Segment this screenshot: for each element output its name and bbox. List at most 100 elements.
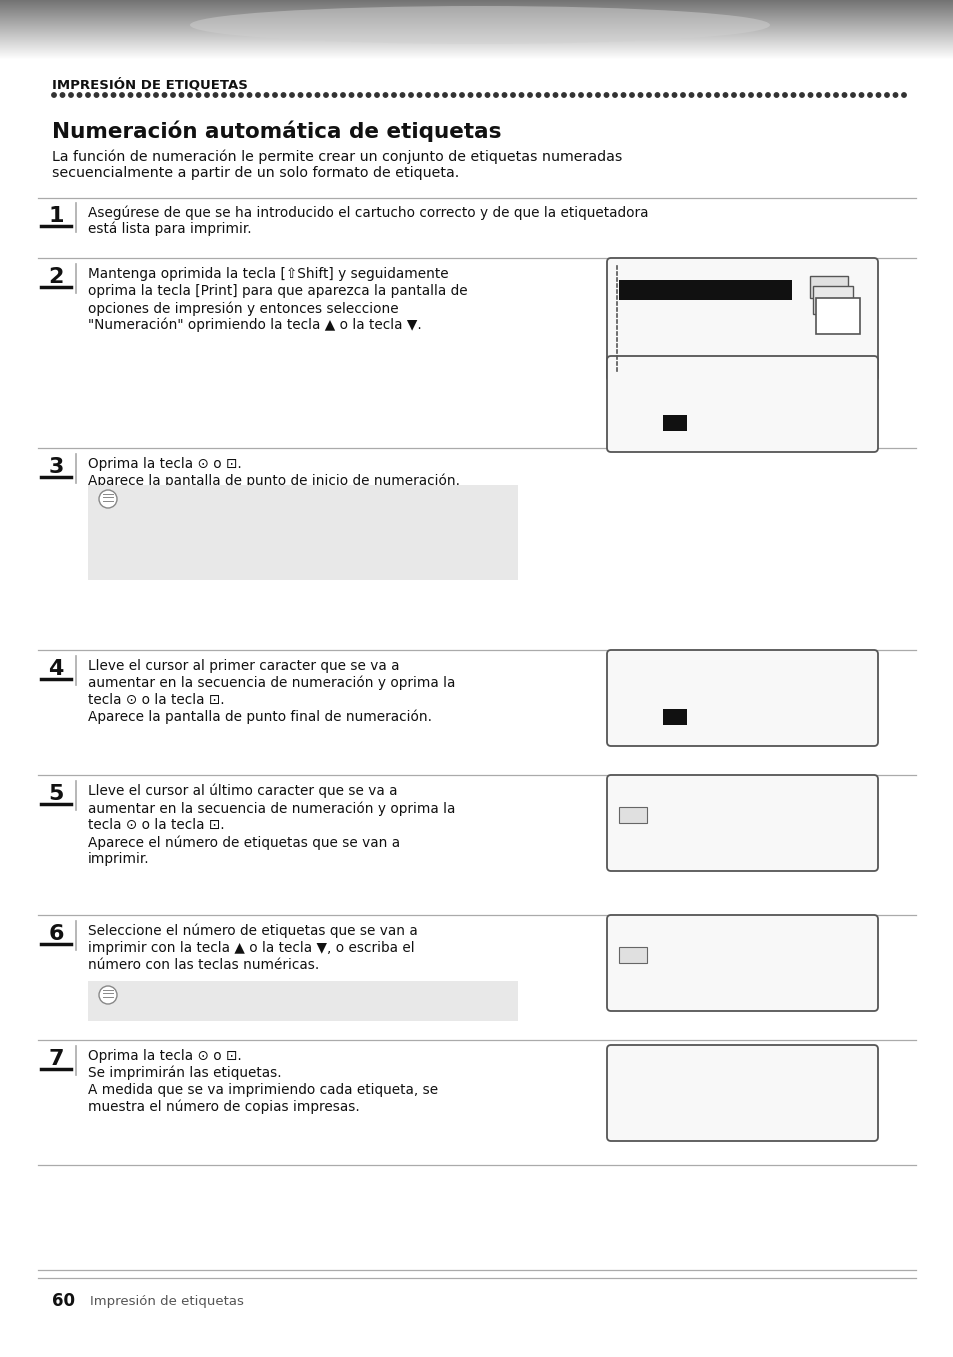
Circle shape [307,92,311,98]
Circle shape [629,92,634,98]
Text: IMPRESIÓN DE ETIQUETAS: IMPRESIÓN DE ETIQUETAS [52,77,248,91]
Circle shape [120,92,124,98]
Text: imprimir con la tecla ▲ o la tecla ▼, o escriba el: imprimir con la tecla ▲ o la tecla ▼, o … [88,940,415,955]
Circle shape [349,92,354,98]
Circle shape [290,92,294,98]
Circle shape [400,92,404,98]
Circle shape [663,92,667,98]
Bar [662,415,686,432]
Circle shape [553,92,558,98]
Circle shape [112,92,115,98]
Text: secuencialmente a partir de un solo formato de etiqueta.: secuencialmente a partir de un solo form… [52,166,458,180]
Bar [88,484,517,579]
Circle shape [332,92,336,98]
Circle shape [468,92,472,98]
Text: ¿Punto final?: ¿Punto final? [620,676,713,689]
Text: D: D [689,699,697,712]
Circle shape [145,92,150,98]
Circle shape [340,92,345,98]
Circle shape [892,92,897,98]
Text: <Numeración>: <Numeración> [782,662,863,672]
Text: 2: 2 [49,267,64,286]
Circle shape [136,92,141,98]
Text: Copias: Copias [622,270,670,284]
Text: 6: 6 [49,924,64,944]
Circle shape [221,92,226,98]
Text: 10: 10 [665,702,680,714]
Circle shape [153,92,158,98]
Text: Para aplicar la numeración automática a un: Para aplicar la numeración automática a … [126,493,406,506]
FancyBboxPatch shape [606,650,877,746]
Circle shape [603,92,608,98]
Text: Oprima la tecla ⊙ o ⊡.: Oprima la tecla ⊙ o ⊡. [88,457,241,471]
Circle shape [587,92,591,98]
Text: "Numeración" oprimiendo la tecla ▲ o la tecla ▼.: "Numeración" oprimiendo la tecla ▲ o la … [88,318,421,332]
Text: imprimir.: imprimir. [88,852,150,866]
Text: tecla ⊙ o la tecla ⊡.: tecla ⊙ o la tecla ⊡. [88,693,224,707]
Circle shape [790,92,795,98]
Circle shape [570,92,574,98]
FancyBboxPatch shape [606,1045,877,1141]
Text: <Numeración>: <Numeración> [782,927,863,936]
FancyBboxPatch shape [606,258,877,381]
Circle shape [578,92,582,98]
Circle shape [527,92,532,98]
Circle shape [748,92,753,98]
Circle shape [442,92,447,98]
Text: 10  –   10: 10 – 10 [696,837,787,852]
Circle shape [238,92,243,98]
Circle shape [833,92,838,98]
Circle shape [883,92,888,98]
Circle shape [323,92,328,98]
Circle shape [298,92,302,98]
Circle shape [757,92,760,98]
Text: Lleve el cursor al último caracter que se va a: Lleve el cursor al último caracter que s… [88,784,397,798]
Circle shape [409,92,413,98]
Circle shape [850,92,854,98]
Circle shape [213,92,217,98]
Text: ¿Punto de inicio?: ¿Punto de inicio? [620,383,741,395]
Text: Numeración automática de etiquetas: Numeración automática de etiquetas [52,119,501,141]
Circle shape [655,92,659,98]
Circle shape [273,92,277,98]
Circle shape [782,92,786,98]
Circle shape [740,92,744,98]
Text: Seleccione el número de etiquetas que se van a: Seleccione el número de etiquetas que se… [88,924,417,939]
Circle shape [518,92,523,98]
Circle shape [425,92,430,98]
Circle shape [841,92,846,98]
Circle shape [620,92,625,98]
Circle shape [816,92,821,98]
Circle shape [476,92,480,98]
Circle shape [60,92,65,98]
Ellipse shape [190,5,769,43]
Circle shape [705,92,710,98]
Circle shape [714,92,719,98]
Circle shape [774,92,778,98]
FancyBboxPatch shape [606,915,877,1011]
Text: D: D [689,404,697,418]
Text: opciones de impresión y entonces seleccione: opciones de impresión y entonces selecci… [88,301,398,315]
Circle shape [99,490,117,508]
Circle shape [859,92,862,98]
Text: ±01: ±01 [620,797,640,807]
Text: Impresión de etiquetas: Impresión de etiquetas [90,1295,244,1308]
Text: 3: 3 [49,457,64,478]
Circle shape [51,92,56,98]
Text: código de barras, seleccione el código de barras: código de barras, seleccione el código d… [126,510,436,522]
Circle shape [799,92,803,98]
Text: D: D [620,404,628,418]
Text: Imprimiendo...: Imprimiendo... [624,1067,737,1080]
Text: Aparece la pantalla de punto final de numeración.: Aparece la pantalla de punto final de nu… [88,710,432,725]
Circle shape [247,92,252,98]
Bar [809,275,847,299]
Text: está lista para imprimir.: está lista para imprimir. [88,223,252,236]
Circle shape [69,92,73,98]
Circle shape [86,92,91,98]
Text: 4: 4 [49,660,64,678]
Text: 2/5: 2/5 [807,1079,857,1107]
Circle shape [255,92,260,98]
Circle shape [536,92,540,98]
Text: Lleve el cursor al primer caracter que se va a: Lleve el cursor al primer caracter que s… [88,660,399,673]
Circle shape [502,92,506,98]
